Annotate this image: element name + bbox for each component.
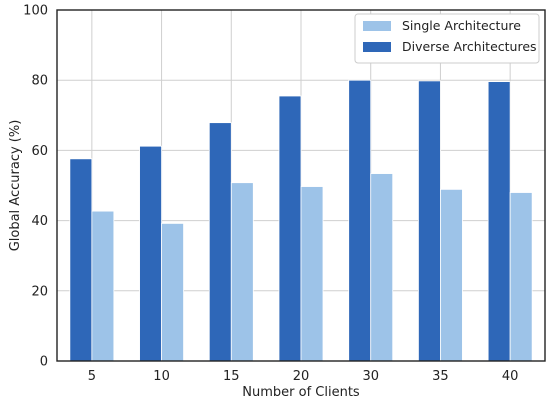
bar-single-architecture [230,182,254,362]
legend-swatch-single-architecture [363,21,391,31]
x-tick-label: 5 [88,369,96,384]
x-axis-label: Number of Clients [242,385,360,400]
legend: Single Architecture Diverse Architecture… [354,13,540,64]
x-tick-label: 10 [153,369,170,384]
y-axis-label: Global Accuracy (%) [8,120,23,252]
x-tick-label: 35 [432,369,449,384]
y-tick-label: 100 [23,4,48,19]
y-tick-label: 0 [40,355,48,370]
bar-single-architecture [161,223,184,362]
bar-diverse-architectures [208,122,232,362]
y-tick-label: 60 [31,144,48,159]
y-tick-label: 80 [31,74,48,89]
plot-frame [56,9,546,362]
bar-diverse-architectures [278,95,302,362]
bar-single-architecture [91,210,115,362]
y-tick-label: 40 [31,214,48,229]
bar-single-architecture [370,173,394,362]
bar-diverse-architectures [348,79,372,362]
bar-diverse-architectures [418,80,441,362]
legend-box [354,13,540,64]
bar-single-architecture [300,186,324,362]
y-tick-label: 20 [31,284,48,299]
bars [69,79,533,362]
legend-swatch-diverse-architectures [363,42,391,52]
tick-labels: 0 20 40 60 80 100 5 10 15 20 30 35 40 [23,4,518,385]
bar-diverse-architectures [69,158,93,362]
x-tick-label: 20 [293,369,310,384]
x-tick-label: 15 [223,369,240,384]
bar-diverse-architectures [139,145,162,362]
x-tick-label: 30 [362,369,379,384]
x-tick-label: 40 [502,369,519,384]
legend-label-single-architecture: Single Architecture [402,18,521,33]
bar-diverse-architectures [487,81,511,362]
bar-single-architecture [440,188,463,362]
legend-label-diverse-architectures: Diverse Architectures [402,39,537,54]
bar-single-architecture [509,192,533,362]
